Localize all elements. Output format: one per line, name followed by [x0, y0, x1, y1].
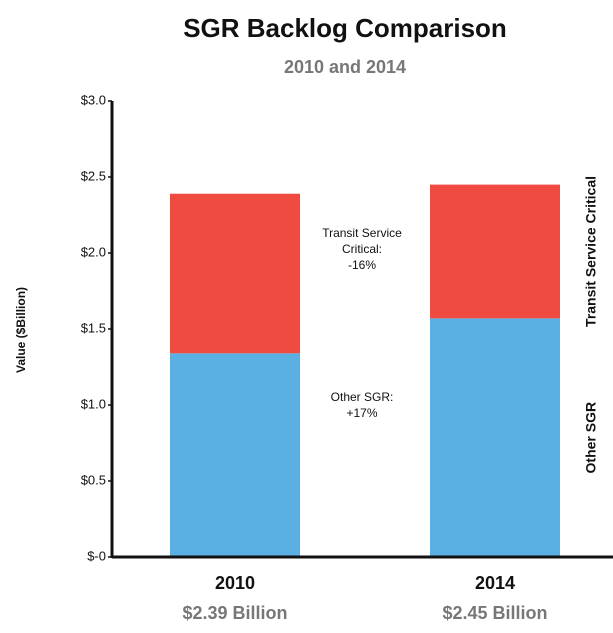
y-tick-label: $0.5: [81, 472, 106, 487]
x-tick-label: 2014: [475, 573, 515, 593]
annotation: Transit Service: [322, 226, 402, 240]
chart-subtitle: 2010 and 2014: [284, 57, 406, 77]
y-tick-label: $2.0: [81, 244, 106, 259]
annotation: +17%: [346, 406, 377, 420]
annotation: Critical:: [342, 242, 382, 256]
annotation: -16%: [348, 258, 376, 272]
chart-title: SGR Backlog Comparison: [183, 13, 507, 43]
category-sublabel: $2.45 Billion: [442, 603, 547, 623]
y-tick-label: $-0: [87, 548, 106, 563]
y-tick-label: $2.5: [81, 168, 106, 183]
x-tick-label: 2010: [215, 573, 255, 593]
bar-segment: [170, 353, 300, 557]
y-tick-label: $3.0: [81, 92, 106, 107]
legend-label: Transit Service Critical: [583, 176, 599, 327]
legend-label: Other SGR: [583, 402, 599, 474]
bar-segment: [430, 318, 560, 557]
bar-segment: [430, 184, 560, 319]
bar-segment: [170, 193, 300, 354]
y-axis-label: Value ($Billion): [14, 287, 28, 373]
y-tick-label: $1.5: [81, 320, 106, 335]
annotation: Other SGR:: [331, 390, 394, 404]
category-sublabel: $2.39 Billion: [182, 603, 287, 623]
y-tick-label: $1.0: [81, 396, 106, 411]
